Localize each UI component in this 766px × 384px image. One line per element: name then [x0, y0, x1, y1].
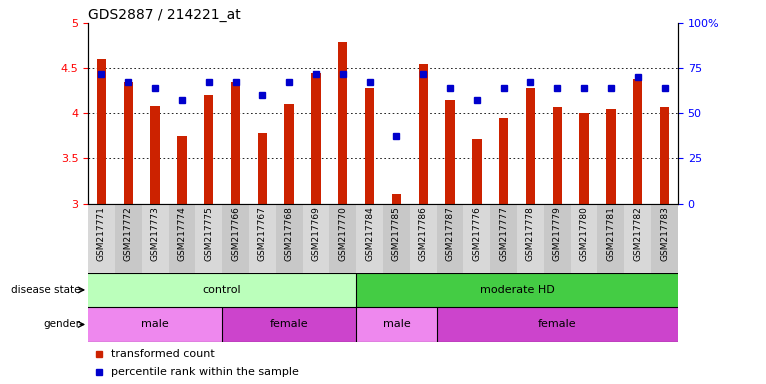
Text: GSM217767: GSM217767 [258, 206, 267, 261]
Bar [329, 204, 356, 273]
Text: GSM217785: GSM217785 [392, 206, 401, 261]
Text: GSM217777: GSM217777 [499, 206, 508, 261]
Text: GSM217783: GSM217783 [660, 206, 669, 261]
Bar [571, 204, 597, 273]
Text: GSM217768: GSM217768 [285, 206, 293, 261]
Bar [660, 107, 669, 204]
Text: GSM217773: GSM217773 [151, 206, 159, 261]
Bar [544, 204, 571, 273]
Bar [579, 113, 589, 204]
Bar [222, 204, 249, 273]
Bar [303, 204, 329, 273]
Bar [115, 204, 142, 273]
Bar [472, 139, 482, 204]
Text: GSM217776: GSM217776 [473, 206, 481, 261]
Bar [249, 204, 276, 273]
Text: GSM217778: GSM217778 [526, 206, 535, 261]
Bar [204, 95, 214, 204]
Text: GSM217775: GSM217775 [205, 206, 213, 261]
Bar [88, 204, 115, 273]
Text: GSM217769: GSM217769 [312, 206, 320, 261]
Bar [463, 204, 490, 273]
Text: percentile rank within the sample: percentile rank within the sample [110, 367, 299, 377]
Bar [356, 204, 383, 273]
Text: GSM217770: GSM217770 [339, 206, 347, 261]
Bar [150, 106, 160, 204]
Text: moderate HD: moderate HD [480, 285, 555, 295]
Bar [651, 204, 678, 273]
Bar [552, 107, 562, 204]
Text: female: female [270, 319, 309, 329]
Bar [123, 82, 133, 204]
Bar [499, 118, 509, 204]
Bar [445, 100, 455, 204]
Text: male: male [382, 319, 411, 329]
Bar [177, 136, 187, 204]
Bar [276, 204, 303, 273]
Bar [284, 104, 294, 204]
Text: GSM217780: GSM217780 [580, 206, 588, 261]
Text: female: female [538, 319, 577, 329]
Text: GSM217782: GSM217782 [633, 206, 642, 261]
Bar [257, 133, 267, 204]
Bar [88, 273, 356, 307]
Bar [525, 88, 535, 204]
Bar [338, 42, 348, 204]
Bar [418, 64, 428, 204]
Bar [169, 204, 195, 273]
Bar [391, 195, 401, 204]
Text: GSM217784: GSM217784 [365, 206, 374, 261]
Text: GSM217766: GSM217766 [231, 206, 240, 261]
Bar [624, 204, 651, 273]
Bar [597, 204, 624, 273]
Bar [142, 204, 169, 273]
Text: GSM217786: GSM217786 [419, 206, 427, 261]
Bar [437, 307, 678, 342]
Bar [633, 79, 643, 204]
Bar [356, 273, 678, 307]
Bar [97, 59, 106, 204]
Text: GSM217774: GSM217774 [178, 206, 186, 261]
Bar [606, 109, 616, 204]
Text: GDS2887 / 214221_at: GDS2887 / 214221_at [88, 8, 241, 22]
Text: male: male [141, 319, 169, 329]
Bar [231, 82, 241, 204]
Bar [490, 204, 517, 273]
Bar [383, 204, 410, 273]
Text: GSM217772: GSM217772 [124, 206, 133, 261]
Bar [311, 73, 321, 204]
Bar [222, 307, 356, 342]
Bar [410, 204, 437, 273]
Bar [517, 204, 544, 273]
Text: GSM217781: GSM217781 [607, 206, 615, 261]
Bar [88, 307, 222, 342]
Text: gender: gender [44, 319, 80, 329]
Text: GSM217771: GSM217771 [97, 206, 106, 261]
Text: disease state: disease state [11, 285, 80, 295]
Text: control: control [203, 285, 241, 295]
Bar [437, 204, 463, 273]
Bar [195, 204, 222, 273]
Text: GSM217779: GSM217779 [553, 206, 561, 261]
Bar [356, 307, 437, 342]
Text: transformed count: transformed count [110, 349, 214, 359]
Text: GSM217787: GSM217787 [446, 206, 454, 261]
Bar [365, 88, 375, 204]
